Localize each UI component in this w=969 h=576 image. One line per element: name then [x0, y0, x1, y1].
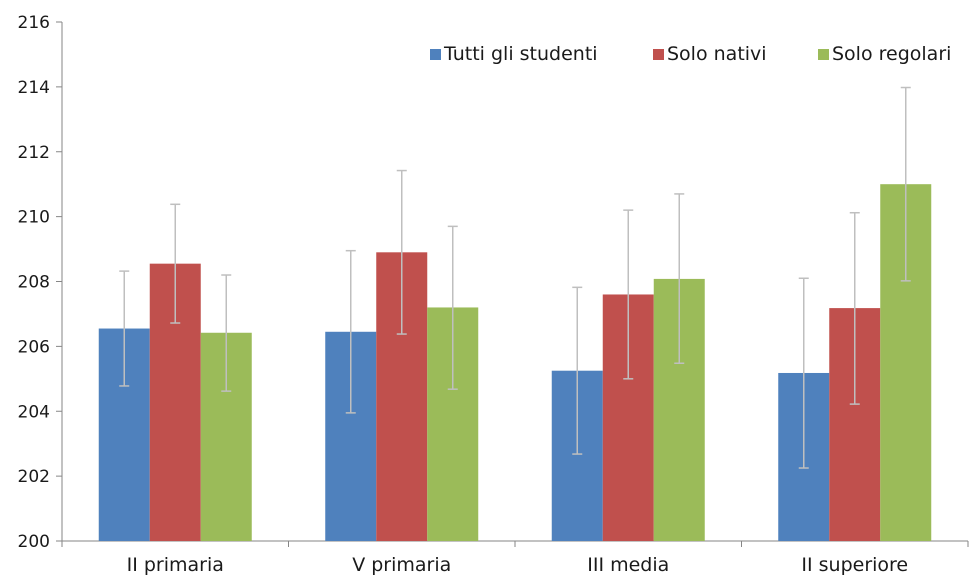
x-category-label: II superiore [801, 554, 908, 576]
error-bars [119, 86, 911, 469]
y-tick-label: 212 [18, 143, 50, 163]
y-axis: 200 202 204 206 208 210 212 214 216 [18, 13, 63, 552]
x-category-label: II primaria [127, 554, 224, 576]
y-tick-label: 210 [18, 208, 50, 228]
y-tick-label: 216 [18, 13, 50, 33]
bars [98, 184, 932, 541]
legend-swatch [818, 49, 829, 60]
y-tick-label: 204 [18, 402, 50, 422]
x-axis: II primaria V primaria III media II superio… [61, 540, 969, 576]
y-tick-label: 200 [18, 532, 50, 552]
legend-swatch [430, 49, 441, 60]
legend-swatch [653, 49, 664, 60]
y-tick-label: 202 [18, 467, 50, 487]
y-tick-label: 208 [18, 273, 50, 293]
x-category-label: III media [587, 554, 669, 576]
y-tick-label: 214 [18, 78, 50, 98]
y-tick-label: 206 [18, 337, 50, 357]
legend-label: Solo nativi [667, 43, 767, 65]
legend-label: Solo regolari [832, 43, 951, 65]
x-category-label: V primaria [352, 554, 451, 576]
legend-label: Tutti gli studenti [443, 43, 598, 65]
legend: Tutti gli studenti Solo nativi Solo regola… [430, 43, 951, 65]
